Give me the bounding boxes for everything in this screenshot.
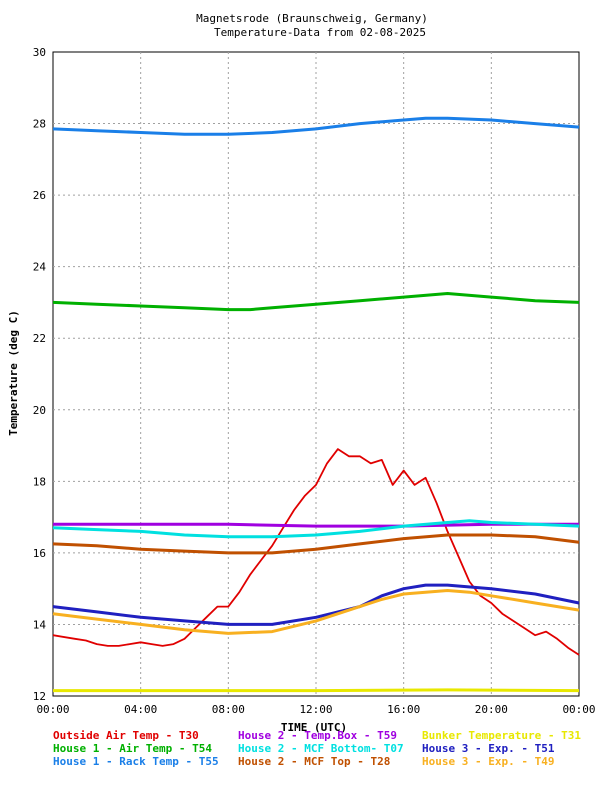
legend-entry: House 2 - MCF Bottom- T07 xyxy=(238,742,404,755)
series-line-t07 xyxy=(52,519,580,539)
x-tick-label: 04:00 xyxy=(124,703,157,716)
x-tick-label: 16:00 xyxy=(387,703,420,716)
chart-title: Magnetsrode (Braunschweig, Germany) xyxy=(196,12,428,25)
legend-entry: House 2 - MCF Top - T28 xyxy=(238,755,390,768)
x-tick-label: 00:00 xyxy=(562,703,595,716)
y-axis-label: Temperature (deg C) xyxy=(7,310,20,436)
series-lines xyxy=(52,116,580,693)
y-tick-label: 20 xyxy=(33,404,46,417)
series-line-t59 xyxy=(53,522,579,528)
y-tick-label: 30 xyxy=(33,46,46,59)
legend-entry: House 1 - Rack Temp - T55 xyxy=(53,755,219,768)
legend-entry: House 3 - Exp. - T49 xyxy=(422,755,554,768)
y-tick-label: 16 xyxy=(33,547,46,560)
x-tick-label: 08:00 xyxy=(212,703,245,716)
series-line-t31 xyxy=(53,688,580,693)
y-tick-label: 18 xyxy=(33,475,46,488)
x-axis-label: TIME (UTC) xyxy=(281,721,347,734)
series-line-t30 xyxy=(52,448,580,656)
legend-entry: Bunker Temperature - T31 xyxy=(422,729,581,742)
x-tick-label: 00:00 xyxy=(36,703,69,716)
x-tick-label: 12:00 xyxy=(299,703,332,716)
legend-entry: House 2 - Temp.Box - T59 xyxy=(238,729,397,742)
x-tick-labels: 00:00 04:00 08:00 12:00 16:00 20:00 00:00 xyxy=(36,703,595,716)
series-line-t55 xyxy=(52,116,580,136)
x-tick-label: 20:00 xyxy=(475,703,508,716)
y-tick-label: 26 xyxy=(33,189,46,202)
legend: Outside Air Temp - T30 House 2 - Temp.Box… xyxy=(53,729,581,768)
chart-subtitle: Temperature-Data from 02-08-2025 xyxy=(214,26,426,39)
series-line-t54 xyxy=(52,292,580,312)
y-tick-label: 12 xyxy=(33,690,46,703)
legend-entry: House 1 - Air Temp - T54 xyxy=(53,742,212,755)
y-tick-label: 24 xyxy=(33,261,47,274)
legend-entry: Outside Air Temp - T30 xyxy=(53,729,199,742)
y-tick-labels: 12 14 16 18 20 22 24 26 28 30 xyxy=(33,46,47,703)
y-tick-label: 22 xyxy=(33,332,46,345)
legend-entry: House 3 - Exp. - T51 xyxy=(422,742,555,755)
y-tick-label: 14 xyxy=(33,618,47,631)
series-line-t28 xyxy=(52,533,580,555)
series-line-t49 xyxy=(52,589,580,635)
y-tick-label: 28 xyxy=(33,118,46,131)
